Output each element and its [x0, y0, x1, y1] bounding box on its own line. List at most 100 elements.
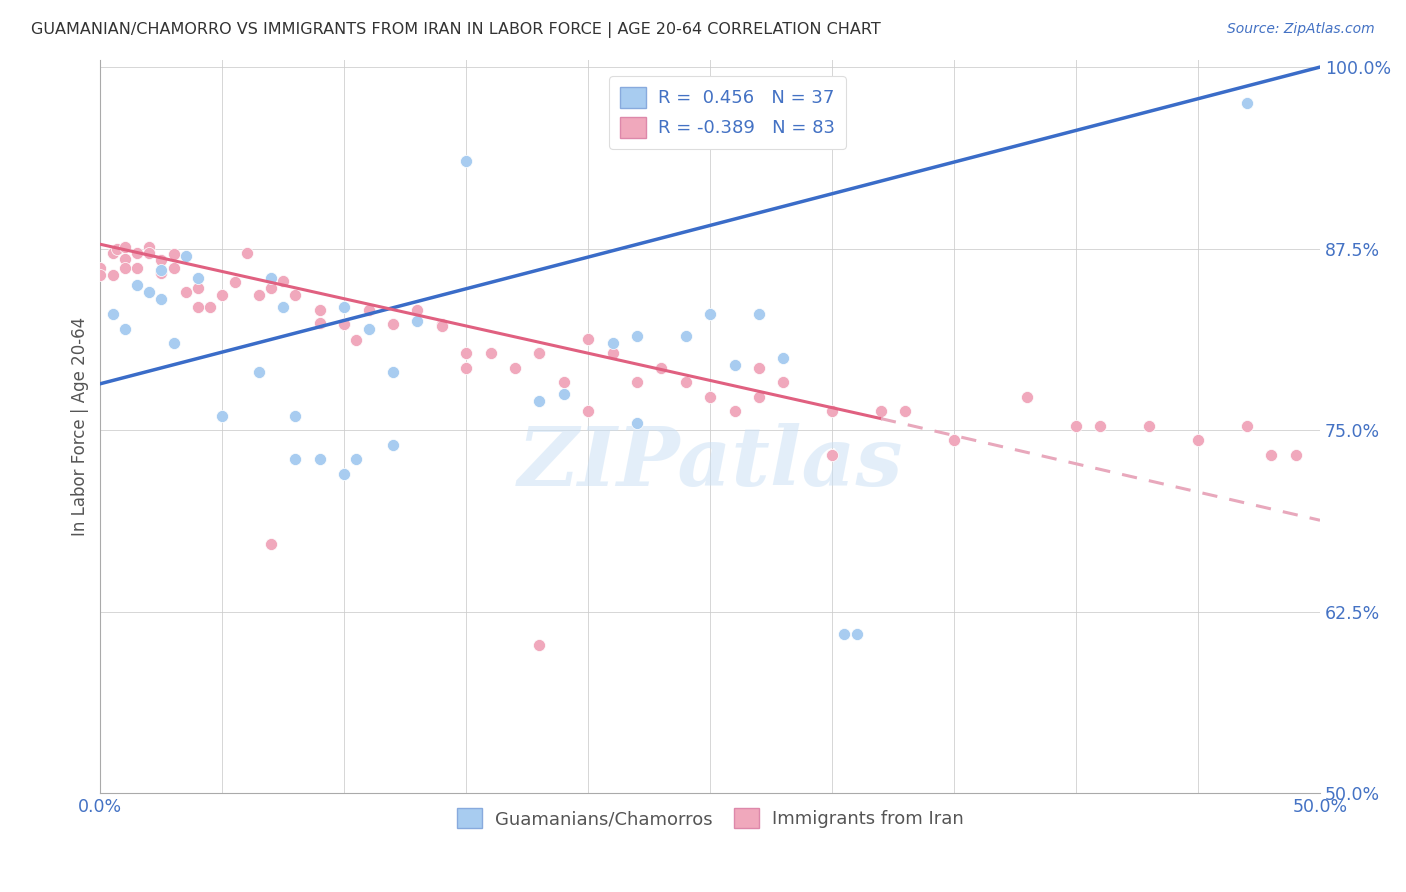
- Point: [748, 307, 770, 321]
- Point: [943, 434, 966, 448]
- Point: [382, 438, 405, 452]
- Point: [456, 360, 478, 375]
- Point: [382, 317, 405, 331]
- Point: [101, 268, 124, 282]
- Point: [89, 268, 111, 282]
- Point: [211, 409, 233, 423]
- Y-axis label: In Labor Force | Age 20-64: In Labor Force | Age 20-64: [72, 317, 89, 536]
- Point: [748, 360, 770, 375]
- Point: [114, 252, 136, 266]
- Point: [845, 626, 868, 640]
- Point: [150, 293, 173, 307]
- Point: [346, 333, 368, 347]
- Point: [821, 404, 844, 418]
- Point: [626, 376, 648, 390]
- Point: [576, 404, 599, 418]
- Point: [894, 404, 917, 418]
- Point: [138, 246, 160, 260]
- Point: [309, 316, 332, 330]
- Point: [626, 328, 648, 343]
- Point: [271, 300, 294, 314]
- Point: [187, 281, 209, 295]
- Point: [456, 346, 478, 360]
- Point: [187, 300, 209, 314]
- Point: [107, 242, 129, 256]
- Point: [333, 317, 356, 331]
- Point: [479, 346, 502, 360]
- Point: [260, 281, 283, 295]
- Point: [247, 288, 270, 302]
- Point: [346, 452, 368, 467]
- Point: [284, 409, 307, 423]
- Point: [125, 246, 148, 260]
- Point: [333, 467, 356, 481]
- Point: [576, 332, 599, 346]
- Point: [138, 240, 160, 254]
- Point: [162, 260, 184, 275]
- Point: [553, 376, 575, 390]
- Point: [406, 314, 429, 328]
- Point: [430, 317, 453, 331]
- Point: [834, 626, 856, 640]
- Point: [456, 154, 478, 169]
- Point: [1137, 418, 1160, 433]
- Point: [870, 404, 893, 418]
- Point: [1236, 418, 1258, 433]
- Point: [675, 376, 697, 390]
- Point: [224, 275, 246, 289]
- Point: [284, 452, 307, 467]
- Point: [602, 346, 624, 360]
- Point: [162, 247, 184, 261]
- Point: [821, 448, 844, 462]
- Point: [150, 266, 173, 280]
- Text: ZIPatlas: ZIPatlas: [517, 423, 903, 503]
- Point: [650, 360, 672, 375]
- Point: [101, 307, 124, 321]
- Point: [529, 638, 551, 652]
- Point: [114, 260, 136, 275]
- Point: [772, 376, 794, 390]
- Point: [723, 358, 745, 372]
- Legend: Guamanians/Chamorros, Immigrants from Iran: Guamanians/Chamorros, Immigrants from Ir…: [450, 800, 970, 836]
- Point: [430, 318, 453, 333]
- Point: [235, 246, 257, 260]
- Point: [309, 302, 332, 317]
- Point: [174, 249, 197, 263]
- Point: [125, 260, 148, 275]
- Point: [138, 285, 160, 300]
- Point: [114, 321, 136, 335]
- Point: [174, 285, 197, 300]
- Point: [260, 536, 283, 550]
- Point: [626, 416, 648, 430]
- Point: [1187, 434, 1209, 448]
- Point: [333, 300, 356, 314]
- Point: [1017, 390, 1039, 404]
- Point: [503, 360, 526, 375]
- Point: [150, 253, 173, 268]
- Point: [198, 300, 221, 314]
- Text: Source: ZipAtlas.com: Source: ZipAtlas.com: [1227, 22, 1375, 37]
- Point: [284, 288, 307, 302]
- Point: [1260, 448, 1282, 462]
- Point: [723, 404, 745, 418]
- Point: [333, 317, 356, 331]
- Point: [1284, 448, 1306, 462]
- Point: [125, 277, 148, 292]
- Point: [89, 260, 111, 275]
- Point: [247, 365, 270, 379]
- Point: [1236, 96, 1258, 111]
- Point: [187, 270, 209, 285]
- Point: [101, 246, 124, 260]
- Point: [529, 346, 551, 360]
- Point: [1090, 418, 1112, 433]
- Point: [602, 336, 624, 351]
- Point: [529, 394, 551, 409]
- Point: [211, 288, 233, 302]
- Point: [271, 274, 294, 288]
- Point: [309, 452, 332, 467]
- Point: [529, 346, 551, 360]
- Point: [772, 351, 794, 365]
- Point: [260, 270, 283, 285]
- Point: [162, 336, 184, 351]
- Point: [382, 365, 405, 379]
